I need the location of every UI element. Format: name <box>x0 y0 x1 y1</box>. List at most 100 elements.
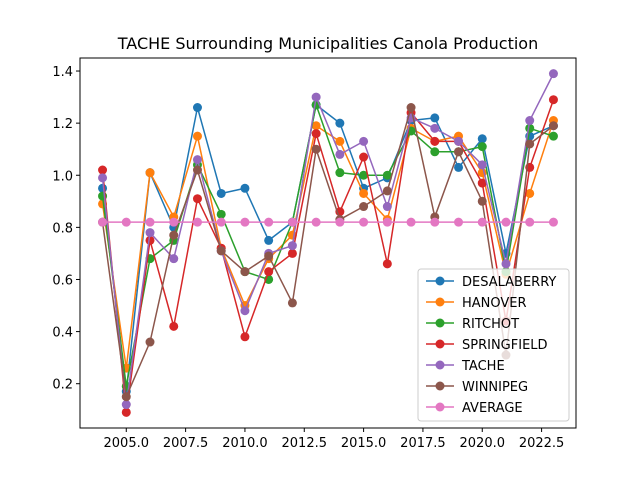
data-point-tache <box>477 160 487 170</box>
legend-box <box>417 268 570 422</box>
data-point-desalaberry <box>264 235 274 245</box>
data-point-tache <box>501 259 511 269</box>
x-tick-label: 2007.5 <box>163 436 209 451</box>
legend-marker <box>435 402 445 412</box>
data-point-average <box>216 217 226 227</box>
data-point-tache <box>525 116 535 126</box>
data-point-ritchot <box>359 170 369 180</box>
data-point-winnipeg <box>359 202 369 212</box>
series-average <box>98 217 558 227</box>
data-point-average <box>525 217 535 227</box>
data-point-tache <box>382 202 392 212</box>
data-point-average <box>98 217 108 227</box>
series-tache <box>98 69 558 410</box>
data-point-ritchot <box>216 209 226 219</box>
x-tick-label: 2022.5 <box>519 436 565 451</box>
data-point-tache <box>145 228 155 238</box>
data-point-springfield <box>311 129 321 139</box>
data-point-winnipeg <box>382 186 392 196</box>
series-line-springfield <box>101 99 555 414</box>
data-point-winnipeg <box>525 139 535 149</box>
data-point-average <box>287 217 297 227</box>
series-layer <box>98 69 558 417</box>
legend-marker <box>435 297 445 307</box>
data-point-desalaberry <box>192 103 202 113</box>
legend-marker <box>435 318 445 328</box>
legend-label: WINNIPEG <box>462 380 528 395</box>
data-point-hanover <box>335 136 345 146</box>
data-point-tache <box>335 149 345 159</box>
data-point-springfield <box>430 136 440 146</box>
data-point-desalaberry <box>216 188 226 198</box>
x-tick-label: 2020.0 <box>460 436 506 451</box>
data-point-average <box>335 217 345 227</box>
data-point-average <box>477 217 487 227</box>
data-point-hanover <box>192 131 202 141</box>
x-tick-label: 2017.5 <box>400 436 446 451</box>
data-point-winnipeg <box>477 196 487 206</box>
data-point-tache <box>240 306 250 316</box>
chart-title: TACHE Surrounding Municipalities Canola … <box>117 34 538 53</box>
data-point-winnipeg <box>240 267 250 277</box>
legend-item-average: AVERAGE <box>426 401 523 416</box>
legend-label: AVERAGE <box>462 401 523 416</box>
data-point-springfield <box>287 248 297 258</box>
data-point-average <box>382 217 392 227</box>
data-point-average <box>548 217 558 227</box>
data-point-tache <box>548 69 558 79</box>
data-point-tache <box>192 155 202 165</box>
x-tick-label: 2010.0 <box>222 436 268 451</box>
data-point-average <box>169 217 179 227</box>
data-point-springfield <box>98 165 108 175</box>
data-point-ritchot <box>477 142 487 152</box>
x-tick-label: 2005.0 <box>104 436 150 451</box>
data-point-average <box>430 217 440 227</box>
data-point-winnipeg <box>454 147 464 157</box>
data-point-desalaberry <box>430 113 440 123</box>
data-point-springfield <box>121 407 131 417</box>
data-point-winnipeg <box>264 251 274 261</box>
legend-item-springfield: SPRINGFIELD <box>426 338 548 353</box>
plot-frame <box>79 57 577 429</box>
series-line-desalaberry <box>101 104 554 393</box>
series-line-winnipeg <box>101 106 554 398</box>
y-tick-label: 0.2 <box>52 378 73 393</box>
legend-label: SPRINGFIELD <box>462 338 548 353</box>
data-point-average <box>121 217 131 227</box>
data-point-average <box>240 217 250 227</box>
y-tick-label: 1.0 <box>52 169 73 184</box>
x-axis: 2005.0 2007.5 2010.0 2012.5 2015.0 2017.5 2020… <box>104 428 565 451</box>
data-point-desalaberry <box>240 183 250 193</box>
data-point-hanover <box>359 188 369 198</box>
data-point-average <box>264 217 274 227</box>
data-point-winnipeg <box>216 246 226 256</box>
data-point-tache <box>287 241 297 251</box>
data-point-tache <box>454 136 464 146</box>
legend: DESALABERRY HANOVER RITCHOT SPRINGFIELD TACH… <box>417 268 570 422</box>
legend-marker <box>435 360 445 370</box>
legend-item-tache: TACHE <box>426 359 505 374</box>
legend-item-winnipeg: WINNIPEG <box>426 380 528 395</box>
y-tick-label: 1.4 <box>52 65 73 80</box>
data-point-tache <box>430 123 440 133</box>
data-point-tache <box>121 400 131 410</box>
data-point-springfield <box>145 235 155 245</box>
data-point-winnipeg <box>287 298 297 308</box>
data-point-winnipeg <box>169 230 179 240</box>
data-point-winnipeg <box>121 392 131 402</box>
data-point-average <box>406 217 416 227</box>
legend-marker <box>435 381 445 391</box>
y-tick-label: 0.6 <box>52 273 73 288</box>
data-point-ritchot <box>525 123 535 133</box>
data-point-average <box>359 217 369 227</box>
data-point-ritchot <box>430 147 440 157</box>
data-point-hanover <box>145 168 155 178</box>
data-point-tache <box>359 136 369 146</box>
data-point-winnipeg <box>311 144 321 154</box>
data-point-springfield <box>382 259 392 269</box>
data-point-desalaberry <box>98 183 108 193</box>
data-point-ritchot <box>548 131 558 141</box>
data-point-tache <box>311 92 321 102</box>
data-point-tache <box>169 254 179 264</box>
